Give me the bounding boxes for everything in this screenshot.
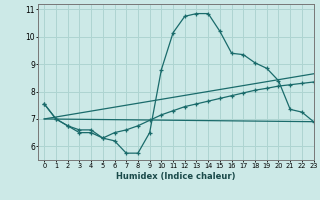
X-axis label: Humidex (Indice chaleur): Humidex (Indice chaleur) [116, 172, 236, 181]
